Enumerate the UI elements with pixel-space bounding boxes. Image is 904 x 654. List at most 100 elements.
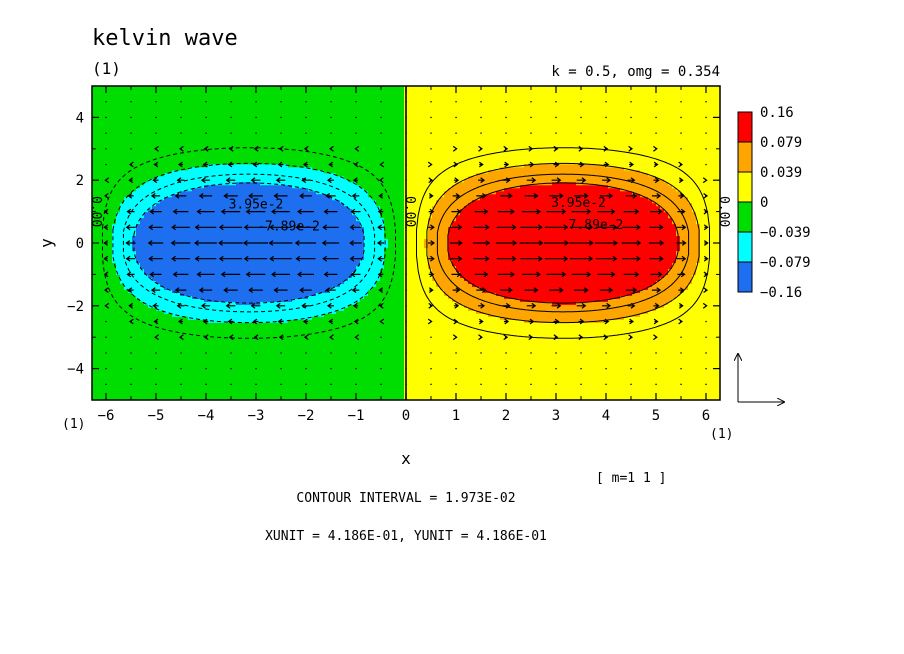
heatmap-cell	[180, 190, 185, 195]
heatmap-cell	[132, 175, 137, 180]
heatmap-cell	[176, 86, 181, 90]
heatmap-cell	[132, 298, 137, 302]
heatmap-cell	[96, 379, 101, 383]
heatmap-cell	[172, 136, 177, 141]
heatmap-cell	[100, 235, 105, 240]
heatmap-cell	[168, 124, 173, 129]
heatmap-cell	[140, 259, 145, 264]
heatmap-cell	[104, 385, 109, 389]
heatmap-cell	[128, 349, 133, 353]
heatmap-cell	[172, 181, 177, 186]
heatmap-cell	[92, 136, 97, 141]
heatmap-cell	[124, 214, 129, 219]
heatmap-cell	[184, 175, 189, 180]
heatmap-cell	[184, 286, 189, 290]
heatmap-cell	[116, 115, 121, 120]
heatmap-cell	[172, 370, 177, 374]
heatmap-cell	[172, 127, 177, 132]
heatmap-cell	[136, 385, 141, 389]
heatmap-cell	[160, 373, 165, 377]
heatmap-cell	[164, 100, 169, 105]
heatmap-cell	[168, 190, 173, 195]
heatmap-cell	[168, 283, 173, 287]
heatmap-cell	[148, 172, 153, 177]
heatmap-cell	[152, 199, 157, 204]
heatmap-cell	[176, 139, 181, 144]
heatmap-cell	[184, 385, 189, 389]
heatmap-cell	[180, 94, 185, 99]
heatmap-cell	[168, 355, 173, 359]
heatmap-cell	[164, 103, 169, 108]
heatmap-cell	[120, 316, 125, 320]
heatmap-cell	[132, 223, 137, 228]
heatmap-cell	[116, 241, 121, 246]
heatmap-cell	[108, 106, 113, 111]
heatmap-cell	[164, 277, 169, 281]
heatmap-cell	[184, 262, 189, 267]
heatmap-cell	[92, 355, 97, 359]
heatmap-cell	[144, 163, 149, 168]
heatmap-cell	[144, 112, 149, 117]
heatmap-cell	[132, 346, 137, 350]
heatmap-cell	[160, 202, 165, 207]
heatmap-cell	[160, 97, 165, 102]
heatmap-cell	[164, 97, 169, 102]
heatmap-cell	[124, 106, 129, 111]
heatmap-cell	[120, 211, 125, 216]
heatmap-cell	[172, 268, 177, 273]
heatmap-cell	[108, 304, 113, 308]
heatmap-cell	[148, 136, 153, 141]
heatmap-cell	[168, 361, 173, 365]
heatmap-cell	[140, 394, 145, 398]
heatmap-cell	[144, 175, 149, 180]
heatmap-cell	[128, 205, 133, 210]
heatmap-cell	[100, 121, 105, 126]
heatmap-cell	[160, 292, 165, 296]
heatmap-cell	[112, 130, 117, 135]
heatmap-cell	[136, 202, 141, 207]
heatmap-cell	[112, 289, 117, 293]
heatmap-cell	[152, 379, 157, 383]
heatmap-cell	[96, 394, 101, 398]
heatmap-cell	[136, 271, 141, 275]
heatmap-cell	[112, 187, 117, 192]
heatmap-cell	[112, 232, 117, 237]
heatmap-cell	[172, 220, 177, 225]
heatmap-cell	[172, 310, 177, 314]
heatmap-cell	[116, 121, 121, 126]
heatmap-cell	[116, 334, 121, 338]
heatmap-cell	[128, 268, 133, 273]
heatmap-cell	[164, 229, 169, 234]
heatmap-cell	[96, 106, 101, 111]
heatmap-cell	[120, 121, 125, 126]
heatmap-cell	[148, 145, 153, 150]
heatmap-cell	[108, 352, 113, 356]
heatmap-cell	[100, 385, 105, 389]
heatmap-cell	[124, 319, 129, 323]
heatmap-cell	[116, 97, 121, 102]
heatmap-cell	[180, 157, 185, 162]
heatmap-cell	[140, 223, 145, 228]
heatmap-cell	[144, 256, 149, 261]
heatmap-cell	[144, 289, 149, 293]
heatmap-cell	[172, 148, 177, 153]
heatmap-cell	[128, 367, 133, 371]
heatmap-cell	[140, 265, 145, 270]
heatmap-cell	[156, 97, 161, 102]
heatmap-cell	[136, 190, 141, 195]
heatmap-cell	[176, 271, 181, 275]
heatmap-cell	[96, 340, 101, 344]
heatmap-cell	[184, 292, 189, 296]
heatmap-cell	[112, 196, 117, 201]
heatmap-cell	[92, 127, 97, 132]
heatmap-cell	[136, 145, 141, 150]
heatmap-cell	[152, 346, 157, 350]
heatmap-cell	[108, 247, 113, 252]
heatmap-cell	[144, 118, 149, 123]
heatmap-cell	[156, 100, 161, 105]
heatmap-cell	[128, 361, 133, 365]
heatmap-cell	[148, 286, 153, 290]
heatmap-cell	[180, 313, 185, 317]
heatmap-cell	[96, 190, 101, 195]
heatmap-cell	[164, 160, 169, 165]
